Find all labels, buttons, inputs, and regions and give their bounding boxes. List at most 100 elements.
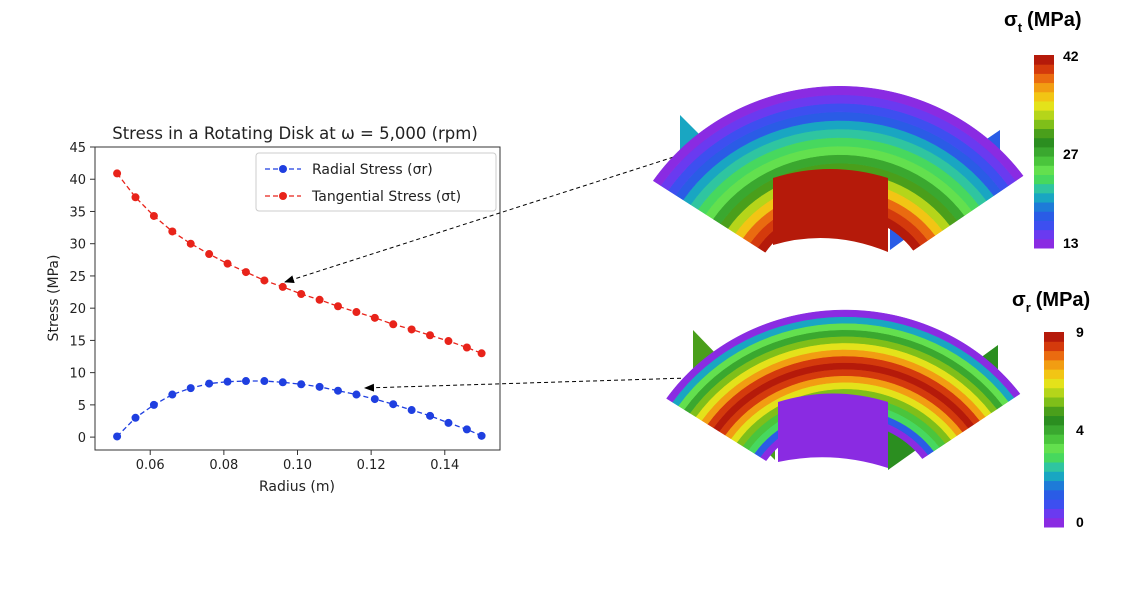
radial-stress-3d-model [666, 309, 1021, 470]
data-point-series-1 [241, 268, 250, 277]
colorbar-segment [1034, 165, 1054, 175]
colorbar-segment [1044, 397, 1064, 407]
y-tick-label: 10 [69, 367, 86, 382]
x-tick-label: 0.14 [430, 458, 459, 473]
data-point-series-0 [477, 431, 486, 440]
colorbar-segment [1034, 229, 1054, 240]
y-tick-label: 45 [69, 141, 86, 156]
data-point-series-1 [149, 211, 158, 220]
tangential-colorbar: σt (MPa) 42 27 13 [1004, 9, 1081, 251]
tangential-colorbar-tick-max: 42 [1063, 48, 1079, 64]
data-point-series-1 [370, 313, 379, 322]
data-point-series-0 [131, 413, 140, 422]
tangential-colorbar-ramp [1034, 55, 1054, 249]
tangential-colorbar-tick-mid: 27 [1063, 146, 1079, 162]
data-point-series-0 [444, 418, 453, 427]
data-point-series-0 [389, 400, 398, 409]
data-point-series-1 [168, 227, 177, 236]
colorbar-segment [1044, 424, 1064, 435]
legend-label: Radial Stress (σr) [312, 162, 433, 178]
data-point-series-1 [113, 169, 122, 178]
data-point-series-1 [131, 193, 140, 202]
data-point-series-1 [477, 349, 486, 358]
colorbar-segment [1044, 341, 1064, 352]
data-point-series-0 [462, 425, 471, 434]
tangential-colorbar-symbol: σ [1004, 9, 1018, 31]
x-axis-label: Radius (m) [259, 479, 335, 495]
x-tick-label: 0.08 [209, 458, 238, 473]
colorbar-segment [1044, 415, 1064, 426]
colorbar-segment [1034, 202, 1054, 212]
y-tick-label: 15 [69, 334, 86, 349]
colorbar-segment [1034, 64, 1054, 74]
colorbar-segment [1044, 359, 1064, 370]
x-axis: 0.06 0.08 0.10 0.12 0.14 [136, 450, 459, 473]
colorbar-segment [1034, 220, 1054, 231]
legend-swatch-marker [279, 192, 287, 200]
radial-colorbar-tick-max: 9 [1076, 324, 1084, 340]
data-point-series-1 [260, 276, 269, 285]
colorbar-segment [1034, 137, 1054, 148]
colorbar-segment [1044, 434, 1064, 444]
radial-colorbar-unit: (MPa) [1036, 289, 1090, 311]
data-point-series-0 [297, 380, 306, 389]
x-tick-label: 0.12 [357, 458, 386, 473]
colorbar-segment [1044, 517, 1064, 528]
colorbar-segment [1034, 91, 1054, 102]
colorbar-segment [1034, 156, 1054, 166]
x-tick-label: 0.06 [136, 458, 165, 473]
colorbar-segment [1034, 82, 1054, 93]
tangential-stress-3d-model [652, 86, 1024, 253]
model-band [652, 86, 1024, 186]
radial-colorbar-subscript: r [1026, 300, 1031, 315]
colorbar-segment [1044, 350, 1064, 361]
data-point-series-0 [205, 379, 214, 388]
y-tick-label: 30 [69, 238, 86, 253]
data-point-series-1 [389, 320, 398, 329]
data-point-series-1 [352, 308, 361, 317]
y-tick-label: 35 [69, 205, 86, 220]
colorbar-segment [1044, 332, 1064, 342]
y-tick-label: 5 [78, 399, 86, 414]
legend-label: Tangential Stress (σt) [311, 189, 461, 205]
colorbar-segment [1044, 508, 1064, 519]
data-point-series-1 [278, 282, 287, 291]
tangential-pointer-arrow [284, 154, 681, 284]
radial-colorbar-title: σr (MPa) [1012, 289, 1090, 315]
colorbar-segment [1044, 489, 1064, 500]
y-tick-label: 20 [69, 302, 86, 317]
tangential-colorbar-unit: (MPa) [1027, 9, 1081, 31]
data-point-series-0 [149, 400, 158, 409]
data-point-series-1 [297, 289, 306, 298]
data-point-series-0 [407, 406, 416, 415]
y-axis: 0 5 10 15 20 25 30 35 40 45 [69, 141, 95, 446]
x-tick-label: 0.10 [283, 458, 312, 473]
colorbar-segment [1034, 238, 1054, 249]
y-tick-label: 40 [69, 173, 86, 188]
radial-colorbar-tick-min: 0 [1076, 514, 1084, 530]
data-point-series-1 [186, 239, 195, 248]
colorbar-segment [1044, 378, 1064, 389]
data-point-series-1 [407, 325, 416, 334]
data-point-series-1 [315, 295, 324, 304]
colorbar-segment [1044, 471, 1064, 482]
data-point-series-0 [223, 377, 232, 386]
y-tick-label: 25 [69, 270, 86, 285]
data-point-series-1 [462, 343, 471, 352]
chart-title: Stress in a Rotating Disk at ω = 5,000 (… [112, 124, 478, 143]
data-point-series-1 [223, 259, 232, 268]
radial-colorbar-symbol: σ [1012, 289, 1026, 311]
colorbar-segment [1034, 192, 1054, 203]
radial-colorbar-tick-mid: 4 [1076, 422, 1084, 438]
radial-colorbar: σr (MPa) 9 4 0 [1012, 289, 1090, 530]
colorbar-segment [1044, 406, 1064, 417]
data-point-series-0 [186, 384, 195, 393]
legend-swatch-marker [279, 165, 287, 173]
series-layer [113, 169, 486, 441]
colorbar-segment [1044, 443, 1064, 454]
colorbar-segment [1034, 128, 1054, 139]
legend: Radial Stress (σr) Tangential Stress (σt) [255, 152, 497, 212]
data-point-series-1 [205, 250, 214, 259]
radial-colorbar-ramp [1044, 332, 1064, 528]
